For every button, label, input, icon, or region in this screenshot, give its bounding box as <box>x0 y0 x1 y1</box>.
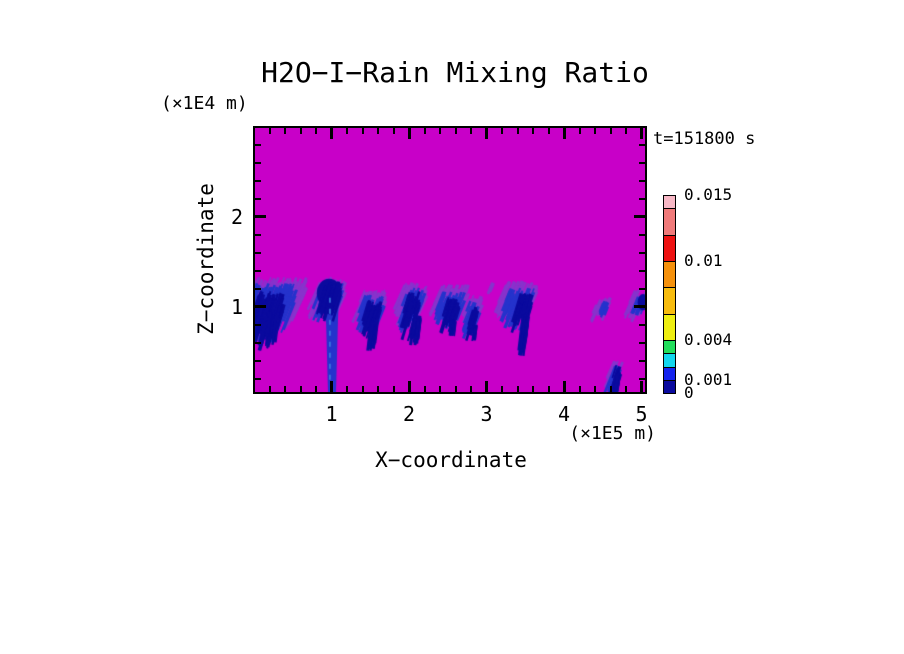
colorbar-segment-1 <box>663 366 676 381</box>
colorbar-segment-9 <box>663 195 676 210</box>
x-tick-label-2: 2 <box>402 402 416 426</box>
colorbar-segment-8 <box>663 208 676 236</box>
time-stamp-label: t=151800 s <box>653 129 756 149</box>
z-axis-title: Z−coordinate <box>194 183 218 335</box>
heatmap-canvas <box>255 128 645 392</box>
colorbar <box>663 195 676 394</box>
colorbar-segment-4 <box>663 313 676 342</box>
colorbar-segment-3 <box>663 340 676 355</box>
colorbar-segment-5 <box>663 287 676 315</box>
colorbar-segment-7 <box>663 234 676 262</box>
z-axis-unit-label: (×1E4 m) <box>161 93 248 114</box>
colorbar-segment-2 <box>663 353 676 368</box>
colorbar-label-0.004: 0.004 <box>684 330 733 350</box>
x-axis-title: X−coordinate <box>375 448 527 472</box>
z-tick-label-1: 1 <box>230 294 243 319</box>
colorbar-label-0.01: 0.01 <box>684 251 723 270</box>
colorbar-segment-6 <box>663 261 676 289</box>
colorbar-label-0: 0 <box>684 383 694 402</box>
colorbar-label-0.015: 0.015 <box>684 185 733 204</box>
plot-title: H2O−I−Rain Mixing Ratio <box>261 56 649 89</box>
z-tick-label-2: 2 <box>230 204 243 229</box>
plot-frame <box>253 126 647 394</box>
colorbar-label-0.001: 0.001 <box>684 369 733 389</box>
x-tick-label-5: 5 <box>635 402 648 426</box>
x-tick-label-1: 1 <box>325 402 338 426</box>
colorbar-segment-0 <box>663 379 676 394</box>
x-axis-unit-label: (×1E5 m) <box>569 423 656 444</box>
x-tick-label-3: 3 <box>480 402 493 426</box>
x-tick-label-4: 4 <box>557 402 571 426</box>
